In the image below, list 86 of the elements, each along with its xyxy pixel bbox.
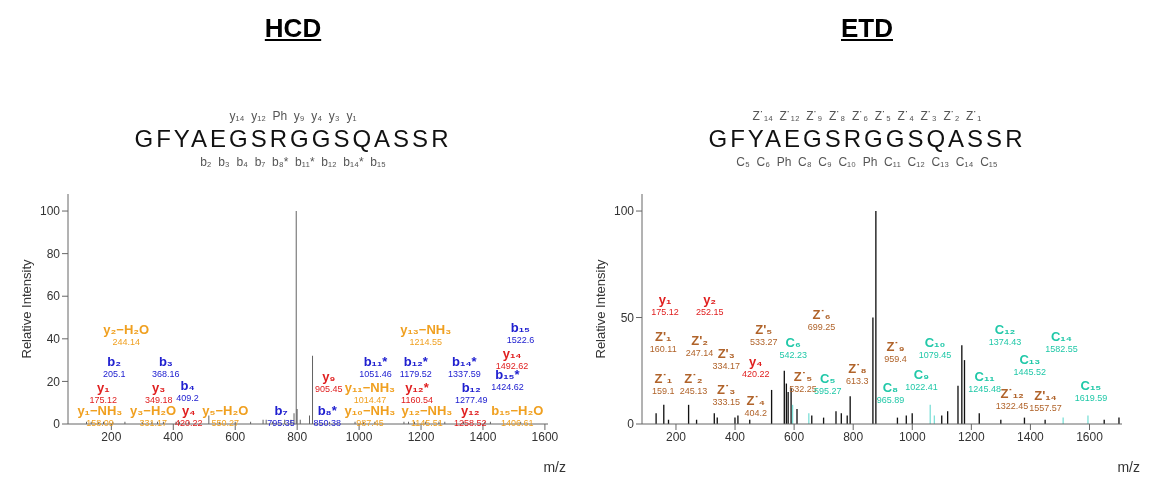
y-tick-label: 100 <box>39 204 61 219</box>
x-tick-label: 1400 <box>469 429 497 444</box>
annotation: Z'₁₄ 1557.57 <box>1029 388 1062 414</box>
annotation: C₉ 1022.41 <box>905 367 938 393</box>
y-axis-title: Relative Intensity <box>592 259 608 359</box>
x-tick-label: 600 <box>225 429 246 444</box>
annotation: b₇ 795.35 <box>267 403 295 429</box>
x-tick-label: 200 <box>665 429 687 444</box>
x-tick-label: 600 <box>784 429 805 444</box>
annotation: C₁₂ 1374.43 <box>988 322 1022 348</box>
annotation: y₂−H₂O 244.14 <box>103 322 150 348</box>
annotation: y₁₂* 1160.54 <box>401 379 433 405</box>
y-tick-label: 0 <box>53 417 61 432</box>
annotation: y₂ 252.15 <box>695 292 724 318</box>
y-axis-title: Relative Intensity <box>18 259 34 359</box>
text: Z˙₁₄ Z˙₁₂ Z˙₉ Z˙₈ Z˙₆ Z˙₅ Z˙₄ Z˙₃ Z˙₂ Z˙₁ <box>752 108 982 124</box>
x-tick-label: 400 <box>725 429 746 444</box>
annotation: Z˙₃ 333.15 <box>712 381 740 407</box>
text: GFYAEGSRGGSQASSR <box>708 124 1026 154</box>
annotation: y₁₂−NH₃ 1145.51 <box>401 403 453 429</box>
annotation: C₁₄ 1582.55 <box>1045 328 1078 354</box>
text: y₁₄ y₁₂ Ph y₉ y₄ y₃ y₁ <box>229 108 357 124</box>
annotation: C₁₅ 1619.59 <box>1074 377 1108 403</box>
x-tick-label: 800 <box>843 429 864 444</box>
annotation: y₉ 905.45 <box>314 369 343 395</box>
annotation: b₁₅−H₂O 1406.61 <box>491 403 544 429</box>
x-axis-title: m/z <box>543 459 566 475</box>
annotation: b₁₅ 1522.6 <box>506 320 535 346</box>
chart-title: HCD <box>263 12 323 45</box>
annotation: y₄ 420.22 <box>175 403 203 429</box>
annotation: y₁₄ 1492.62 <box>495 345 529 371</box>
annotation: y₁ 175.12 <box>651 292 679 318</box>
text: GFYAEGSRGGSQASSR <box>134 124 452 154</box>
annotation: y₁₂ 1258.52 <box>454 403 487 429</box>
x-tick-label: 1600 <box>1076 429 1104 444</box>
x-tick-label: 1200 <box>407 429 435 444</box>
x-tick-label: 1600 <box>531 429 559 444</box>
y-tick-label: 40 <box>46 332 61 347</box>
annotation: y₅−H₂O 550.27 <box>202 403 249 429</box>
annotation: y₁₀−NH₃ 987.45 <box>344 403 396 429</box>
annotation: y₁₁−NH₃ 1014.47 <box>344 379 396 405</box>
annotation: y₁ 175.12 <box>89 379 118 405</box>
annotation: Z˙₉ 959.4 <box>884 339 907 365</box>
annotation: b₈* 850.38 <box>313 403 341 429</box>
annotation: b₁₂ 1277.49 <box>454 379 488 405</box>
annotation: C₁₁ 1245.48 <box>968 369 1001 395</box>
annotation: C₆ 542.23 <box>779 335 807 361</box>
x-tick-label: 1400 <box>1017 429 1045 444</box>
annotation: C₁₀ 1079.45 <box>918 335 952 361</box>
annotation: b₃ 368.16 <box>152 354 180 380</box>
x-tick-label: 400 <box>163 429 184 444</box>
y-tick-label: 80 <box>46 246 61 261</box>
annotation: b₂ 205.1 <box>102 354 126 380</box>
annotation: y₄ 420.22 <box>741 354 770 380</box>
chart-title: ETD <box>840 12 894 45</box>
annotation: y₁₃−NH₃ 1214.55 <box>400 322 452 348</box>
annotation: Z˙₄ 404.2 <box>744 392 767 418</box>
annotation: Z˙₆ 699.25 <box>807 307 836 333</box>
x-axis-title: m/z <box>1117 459 1140 475</box>
annotation: Z˙₁ 159.1 <box>652 371 675 397</box>
text: C₅ C₆ Ph C₈ C₉ C₁₀ Ph C₁₁ C₁₂ C₁₃ C₁₄ C₁₅ <box>736 154 998 170</box>
annotation: Z'₅ 533.27 <box>749 322 778 348</box>
x-tick-label: 1000 <box>898 429 926 444</box>
annotation: y₃ 349.18 <box>144 379 173 405</box>
annotation: y₁−NH₃ 158.09 <box>77 403 123 429</box>
text: b₂ b₃ b₄ b₇ b₈* b₁₁* b₁₂ b₁₄* b₁₅ <box>200 154 386 170</box>
y-tick-label: 20 <box>46 374 61 389</box>
annotation: Z˙₂ 245.13 <box>679 371 708 397</box>
x-tick-label: 1000 <box>345 429 373 444</box>
y-tick-label: 50 <box>620 310 635 325</box>
annotation: C₈ 965.89 <box>876 379 905 405</box>
x-tick-label: 800 <box>287 429 308 444</box>
annotation: b₄ 409.2 <box>176 377 199 403</box>
y-tick-label: 100 <box>613 204 635 219</box>
annotation: b₁₄* 1337.59 <box>448 354 481 380</box>
y-tick-label: 0 <box>627 417 635 432</box>
x-tick-label: 200 <box>101 429 122 444</box>
annotation: Z˙₈ 613.3 <box>846 360 869 386</box>
annotation: Z'₂ 247.14 <box>685 332 714 358</box>
x-tick-label: 1200 <box>958 429 986 444</box>
annotation: b₁₁* 1051.46 <box>359 354 392 380</box>
annotation: Z'₁ 160.11 <box>649 328 677 354</box>
annotation: Z'₃ 334.17 <box>712 345 740 371</box>
annotation: b₁₂* 1179.52 <box>399 354 432 380</box>
y-tick-label: 60 <box>46 289 61 304</box>
annotation: C₁₃ 1445.52 <box>1013 352 1047 378</box>
